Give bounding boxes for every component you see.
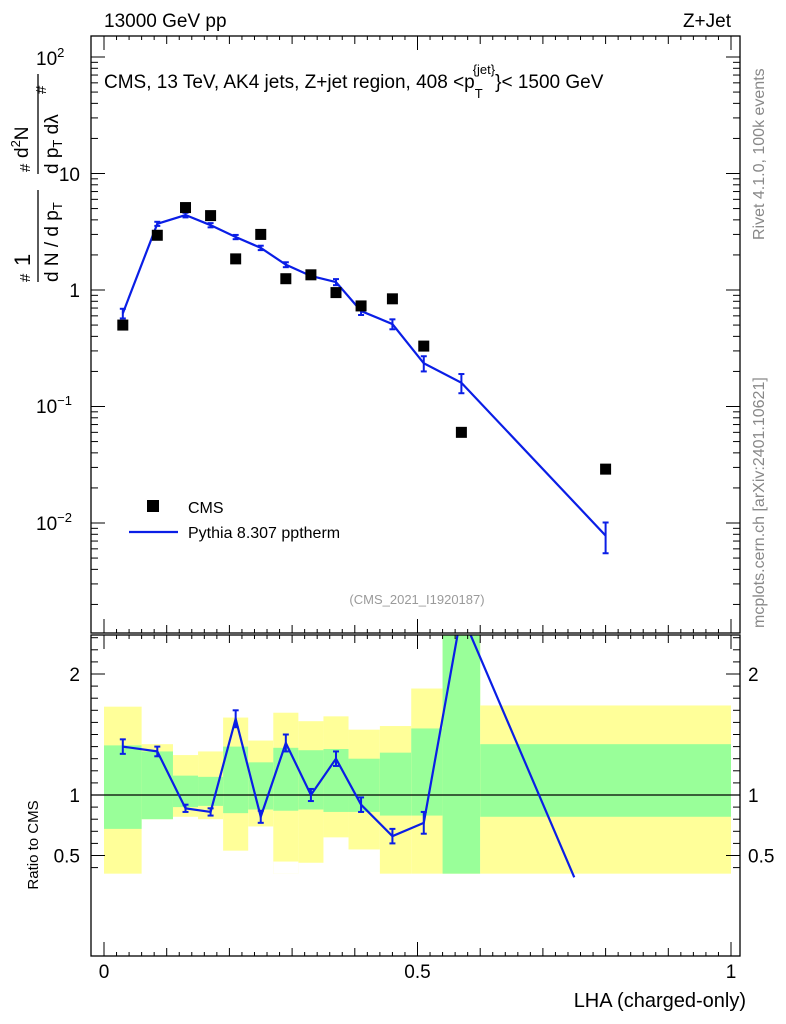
cms-data-point — [151, 229, 163, 241]
ratio-y-axis-label: Ratio to CMS — [25, 800, 42, 889]
mc-series-ratio — [119, 635, 576, 878]
ratio-tick-labels: 0.5 0.5 1 1 2 2 0 0.5 1 — [54, 665, 775, 983]
header-right: Z+Jet — [683, 11, 732, 32]
svg-text:#: # — [17, 273, 34, 282]
y-tick-label-1e-1: 10−1 — [36, 393, 72, 418]
legend-label-cms: CMS — [188, 500, 224, 517]
main-frame — [90, 35, 741, 634]
mc-line-ratio — [122, 635, 576, 878]
svg-text:#: # — [17, 163, 34, 172]
cms-data-point — [355, 300, 367, 312]
ratio-band-inner — [480, 744, 731, 817]
ratio-band-inner — [223, 746, 249, 814]
ratio-uncertainty-bands — [104, 635, 731, 874]
x-axis-label: LHA (charged-only) — [574, 990, 746, 1012]
y-tick-label-100: 102 — [36, 45, 64, 70]
cms-data-point — [600, 463, 612, 475]
ratio-y-tick-label-right: 0.5 — [748, 847, 774, 868]
data-series-main — [117, 202, 612, 475]
legend: CMS Pythia 8.307 pptherm — [129, 500, 340, 542]
ratio-band-inner — [442, 635, 481, 874]
svg-text:#: # — [33, 85, 50, 94]
plot-title: CMS, 13 TeV, AK4 jets, Z+jet region, 408… — [104, 62, 604, 101]
ratio-y-tick-label-left: 0.5 — [54, 847, 80, 868]
ratio-y-tick-label-left: 1 — [69, 786, 80, 807]
cms-data-point — [455, 426, 467, 438]
mc-line-main — [121, 213, 607, 537]
cms-data-point — [330, 287, 342, 299]
rivet-version-label: Rivet 4.1.0, 100k events — [751, 68, 768, 240]
ratio-axes — [91, 635, 740, 956]
legend-marker-cms — [147, 500, 159, 512]
ratio-band-inner — [348, 758, 380, 812]
cms-data-point — [255, 228, 267, 240]
ratio-band-inner — [104, 745, 142, 829]
cms-data-point — [386, 293, 398, 305]
x-tick-label: 0.5 — [404, 962, 430, 983]
cms-data-point — [280, 273, 292, 285]
ratio-y-tick-label-right: 1 — [748, 786, 759, 807]
cms-data-point — [117, 319, 129, 331]
ratio-band-inner — [379, 752, 412, 816]
cms-data-point — [305, 269, 317, 281]
ratio-y-tick-label-right: 2 — [748, 665, 759, 686]
ratio-y-tick-label-left: 2 — [69, 665, 80, 686]
svg-text:d N / d pT: d N / d pT — [42, 202, 65, 282]
ratio-band-gap — [273, 861, 299, 874]
cms-data-point — [418, 340, 430, 352]
y-tick-label-1: 1 — [69, 281, 80, 302]
ratio-band-inner — [141, 751, 173, 820]
x-tick-label: 0 — [99, 962, 110, 983]
analysis-id: (CMS_2021_I1920187) — [349, 592, 484, 607]
legend-label-pythia: Pythia 8.307 pptherm — [188, 525, 340, 542]
main-y-axis — [91, 36, 740, 633]
y-tick-label-10: 10 — [59, 165, 80, 186]
svg-text:d pT dλ: d pT dλ — [42, 114, 65, 174]
cms-data-point — [180, 202, 192, 214]
svg-text:1: 1 — [10, 254, 35, 266]
ratio-band-inner — [273, 747, 299, 811]
header-left: 13000 GeV pp — [104, 11, 227, 32]
cms-data-point — [230, 253, 242, 265]
cms-data-point — [205, 210, 217, 222]
mcplots-label: mcplots.cern.ch [arXiv:2401.10621] — [751, 377, 768, 628]
svg-text:d2N: d2N — [8, 126, 33, 158]
x-tick-label: 1 — [726, 962, 737, 983]
main-y-axis-label: # 1 d N / d pT # d2N d pT dλ # — [8, 74, 65, 282]
y-tick-label-1e-2: 10−2 — [36, 510, 72, 535]
